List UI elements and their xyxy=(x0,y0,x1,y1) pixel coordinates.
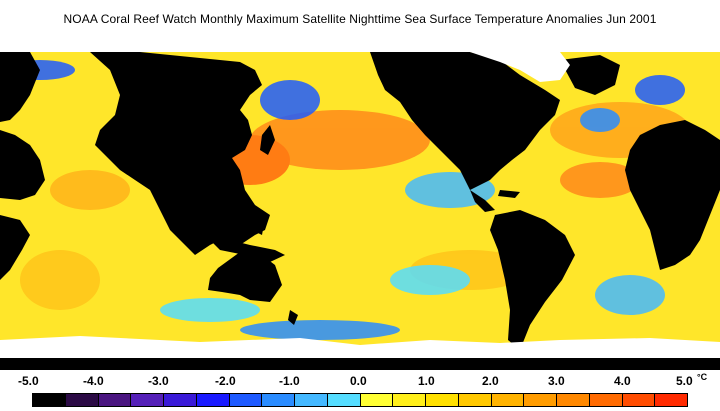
legend-tick-labels: -5.0 -4.0 -3.0 -2.0 -1.0 0.0 1.0 2.0 3.0… xyxy=(0,374,720,392)
legend-swatch xyxy=(426,394,459,406)
legend-swatch xyxy=(327,394,361,406)
legend-swatch xyxy=(557,394,590,406)
legend-tick: 4.0 xyxy=(614,374,631,388)
legend-tick: -2.0 xyxy=(215,374,236,388)
legend-unit: °C xyxy=(697,372,708,382)
legend-swatch xyxy=(164,394,197,406)
legend-swatch xyxy=(458,394,492,406)
color-scale-bar xyxy=(32,393,688,407)
legend-swatch xyxy=(393,394,426,406)
legend-tick: 2.0 xyxy=(482,374,499,388)
legend-tick: 5.0 xyxy=(676,374,693,388)
legend-swatch xyxy=(229,394,263,406)
legend-swatch xyxy=(295,394,328,406)
legend-tick: 3.0 xyxy=(548,374,565,388)
legend-swatch xyxy=(655,394,687,406)
legend-swatch xyxy=(131,394,164,406)
sst-anomaly-map xyxy=(0,40,720,370)
map-title: NOAA Coral Reef Watch Monthly Maximum Sa… xyxy=(63,12,657,26)
legend-swatch xyxy=(262,394,295,406)
legend-tick: -1.0 xyxy=(279,374,300,388)
legend-swatch xyxy=(524,394,557,406)
legend-swatch xyxy=(491,394,525,406)
legend-tick: -5.0 xyxy=(18,374,39,388)
legend-swatch xyxy=(33,394,66,406)
legend-tick: 0.0 xyxy=(350,374,367,388)
legend-swatch xyxy=(98,394,132,406)
legend-swatch xyxy=(196,394,230,406)
legend-swatch xyxy=(360,394,394,406)
legend-tick: -3.0 xyxy=(148,374,169,388)
legend-swatch xyxy=(65,394,99,406)
legend-tick: 1.0 xyxy=(418,374,435,388)
land xyxy=(0,52,720,370)
ice xyxy=(0,40,720,358)
legend-tick: -4.0 xyxy=(83,374,104,388)
legend-swatch xyxy=(622,394,656,406)
legend-swatch xyxy=(589,394,623,406)
cool-anomaly-patches xyxy=(5,60,685,340)
